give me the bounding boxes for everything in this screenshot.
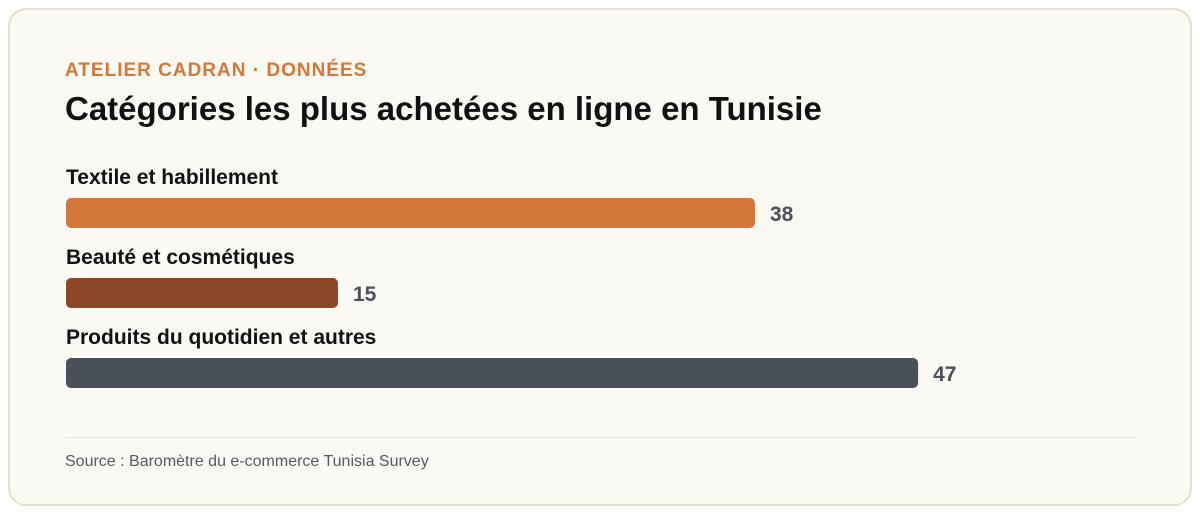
category-label: Beauté et cosmétiques [66, 246, 295, 269]
value-label: 38 [770, 203, 794, 226]
value-label: 15 [353, 283, 377, 306]
value-label: 47 [933, 363, 956, 386]
bar [66, 278, 338, 308]
bar [66, 358, 919, 388]
bar [66, 198, 755, 228]
footer-divider [65, 437, 1138, 438]
chart-card: ATELIER CADRAN · DONNÉES Catégories les … [8, 8, 1192, 506]
category-label: Produits du quotidien et autres [66, 326, 376, 349]
bar-chart: Textile et habillement 38 Beauté et cosmét… [66, 166, 956, 388]
source-note: Source : Baromètre du e-commerce Tunisia… [65, 453, 429, 470]
eyebrow-label: ATELIER CADRAN · DONNÉES [65, 60, 368, 81]
category-label: Textile et habillement [66, 166, 278, 189]
chart-title: Catégories les plus achetées en ligne en… [65, 90, 822, 127]
